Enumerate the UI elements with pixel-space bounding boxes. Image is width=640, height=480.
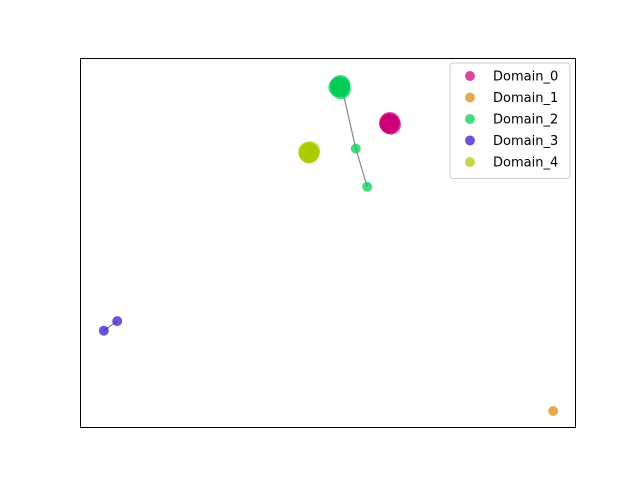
legend-label-domain-2: Domain_2 bbox=[493, 113, 558, 128]
legend-box bbox=[449, 62, 571, 179]
legend-label-domain-4: Domain_4 bbox=[493, 156, 558, 171]
legend-label-domain-1: Domain_1 bbox=[493, 91, 558, 106]
data-point-domain-4-3 bbox=[298, 142, 319, 163]
legend-marker-domain-2 bbox=[465, 114, 475, 124]
data-points bbox=[98, 75, 559, 416]
legend-marker-domain-0 bbox=[465, 71, 475, 81]
legend-marker-domain-4 bbox=[465, 157, 475, 167]
data-point-domain-2-6 bbox=[362, 181, 373, 192]
legend-label-domain-0: Domain_0 bbox=[493, 70, 558, 85]
data-point-domain-0-3 bbox=[379, 113, 400, 134]
data-point-domain-3-0 bbox=[98, 325, 109, 336]
data-point-domain-2-5 bbox=[350, 143, 361, 154]
data-point-domain-2-4 bbox=[337, 87, 348, 97]
data-point-domain-3-1 bbox=[112, 316, 123, 327]
legend: Domain_0 Domain_1 Domain_2 Domain_3 Domain_4 bbox=[449, 62, 571, 179]
data-point-domain-1-0 bbox=[548, 406, 559, 416]
legend-marker-domain-3 bbox=[465, 135, 475, 146]
plot-area-frame bbox=[80, 58, 576, 428]
legend-label-domain-3: Domain_3 bbox=[493, 134, 558, 149]
legend-marker-domain-1 bbox=[465, 92, 475, 103]
